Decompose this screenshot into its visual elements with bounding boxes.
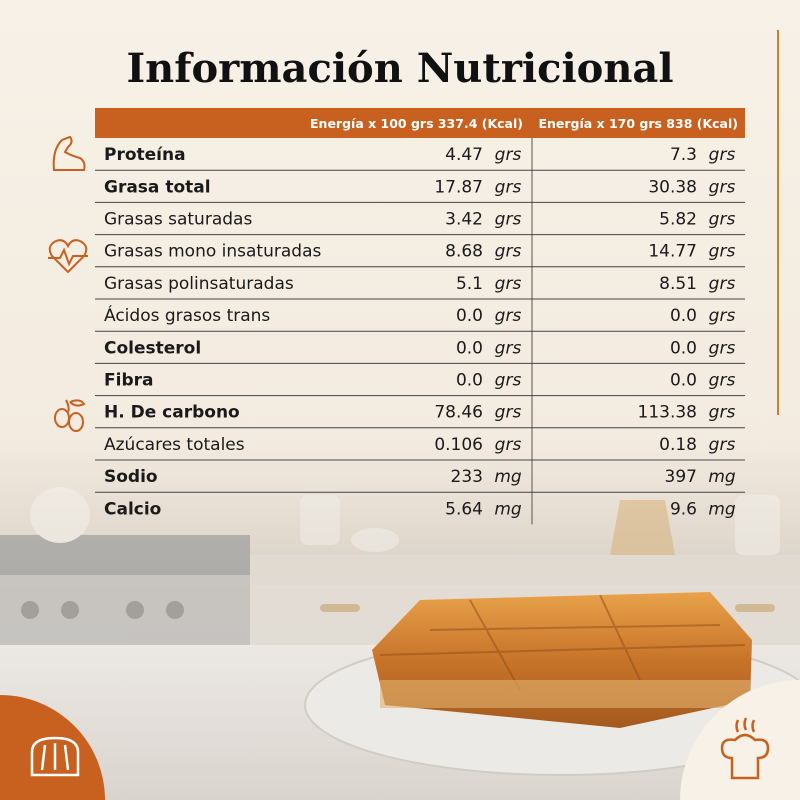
cell-value: 0.0 <box>670 306 697 326</box>
row-label: Calcio <box>104 499 161 519</box>
olive-icon <box>54 399 86 432</box>
cell-unit: grs <box>709 403 736 423</box>
heart-icon <box>48 239 88 274</box>
cell-unit: grs <box>495 371 522 391</box>
cell-unit: grs <box>709 371 736 391</box>
cell-unit: grs <box>495 210 522 230</box>
row-label: Colesterol <box>104 338 201 358</box>
cell-value: 30.38 <box>648 177 697 197</box>
cell-value: 397 <box>665 467 697 487</box>
cell-unit: grs <box>495 306 522 326</box>
bread-icon <box>30 736 80 777</box>
title: Información Nutricional <box>126 45 673 92</box>
cell-unit: grs <box>495 242 522 262</box>
row-label: Grasas saturadas <box>104 210 252 230</box>
pastry-lines <box>379 594 746 691</box>
row-label: H. De carbono <box>104 403 240 423</box>
cell-unit: grs <box>709 145 736 165</box>
cell-value: 17.87 <box>434 177 483 197</box>
cell-value: 8.51 <box>659 274 697 294</box>
cell-value: 7.3 <box>670 145 697 165</box>
row-label: Proteína <box>104 145 186 165</box>
cell-unit: mg <box>494 467 522 487</box>
cell-value: 5.1 <box>456 274 483 294</box>
muscle-icon <box>52 135 86 171</box>
row-label: Fibra <box>104 371 153 391</box>
cell-value: 5.64 <box>445 499 483 519</box>
cell-value: 113.38 <box>638 403 697 423</box>
cell-value: 3.42 <box>445 210 483 230</box>
cell-unit: grs <box>495 338 522 358</box>
cell-unit: grs <box>495 145 522 165</box>
cell-value: 14.77 <box>648 242 697 262</box>
row-label: Grasas mono insaturadas <box>104 242 321 262</box>
row-label: Grasa total <box>104 177 211 197</box>
corner-decoration <box>680 680 800 800</box>
cell-value: 4.47 <box>445 145 483 165</box>
cell-value: 0.0 <box>456 306 483 326</box>
cell-value: 0.0 <box>456 338 483 358</box>
cell-unit: mg <box>494 499 522 519</box>
header-bar <box>95 108 745 138</box>
row-label: Azúcares totales <box>104 435 245 455</box>
cell-value: 8.68 <box>445 242 483 262</box>
cell-value: 78.46 <box>434 403 483 423</box>
cell-unit: grs <box>495 274 522 294</box>
cell-unit: mg <box>708 467 736 487</box>
cell-unit: grs <box>709 338 736 358</box>
cell-unit: grs <box>495 403 522 423</box>
row-label: Grasas polinsaturadas <box>104 274 294 294</box>
cell-value: 0.0 <box>456 371 483 391</box>
cell-unit: grs <box>495 435 522 455</box>
row-label: Sodio <box>104 467 158 487</box>
cell-value: 5.82 <box>659 210 697 230</box>
cell-unit: grs <box>709 210 736 230</box>
cell-unit: grs <box>709 274 736 294</box>
bake-icon <box>720 717 770 780</box>
cell-value: 0.18 <box>659 435 697 455</box>
cell-unit: mg <box>708 499 736 519</box>
column-header: Energía x 100 grs 337.4 (Kcal) <box>310 116 523 131</box>
cell-value: 233 <box>451 467 483 487</box>
cell-value: 0.0 <box>670 371 697 391</box>
cell-value: 0.106 <box>434 435 483 455</box>
cell-value: 9.6 <box>670 499 697 519</box>
cell-unit: grs <box>709 177 736 197</box>
nutrition-table: Energía x 100 grs 337.4 (Kcal) Energía x … <box>95 108 745 525</box>
cell-unit: grs <box>709 242 736 262</box>
cell-value: 0.0 <box>670 338 697 358</box>
cell-unit: grs <box>495 177 522 197</box>
cell-unit: grs <box>709 435 736 455</box>
row-label: Ácidos grasos trans <box>104 304 270 326</box>
column-header: Energía x 170 grs 838 (Kcal) <box>538 116 738 131</box>
cell-unit: grs <box>709 306 736 326</box>
pastry-layers <box>380 680 750 708</box>
